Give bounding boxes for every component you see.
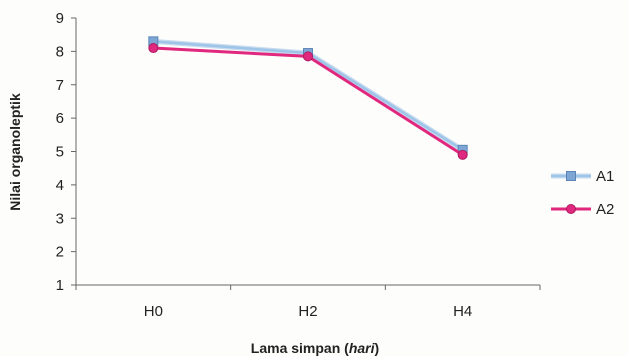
x-axis-title: Lama simpan (hari) bbox=[251, 340, 379, 356]
legend-marker bbox=[566, 204, 576, 214]
series-line bbox=[153, 46, 464, 157]
series-a2 bbox=[148, 43, 468, 160]
x-tick-label: H0 bbox=[144, 303, 163, 320]
data-point bbox=[148, 43, 159, 54]
legend-marker bbox=[566, 171, 576, 181]
series-layer bbox=[148, 36, 468, 160]
legend-label: A2 bbox=[596, 201, 614, 218]
data-point bbox=[457, 149, 468, 160]
y-tick-label: 2 bbox=[56, 244, 64, 261]
y-tick-label: 6 bbox=[56, 110, 64, 127]
y-tick-label: 5 bbox=[56, 144, 64, 161]
legend: A1 A2 bbox=[551, 168, 614, 218]
y-tick-label: 1 bbox=[56, 277, 64, 294]
x-tick-label: H4 bbox=[453, 303, 472, 320]
y-tick-label: 9 bbox=[56, 10, 64, 27]
y-axis: 1 2 3 4 5 6 7 8 9 bbox=[56, 10, 77, 294]
x-axis: H0 H2 H4 bbox=[75, 284, 541, 320]
data-point bbox=[303, 51, 313, 62]
legend-item-a1: A1 bbox=[551, 168, 614, 185]
y-tick-label: 7 bbox=[56, 77, 64, 94]
y-tick-label: 4 bbox=[56, 177, 64, 194]
legend-label: A1 bbox=[596, 168, 614, 185]
legend-item-a2: A2 bbox=[551, 201, 614, 218]
y-tick-label: 3 bbox=[56, 210, 64, 227]
y-tick-label: 8 bbox=[56, 43, 64, 60]
y-axis-title: Nilai organoleptik bbox=[7, 93, 23, 211]
x-tick-label: H2 bbox=[298, 303, 317, 320]
